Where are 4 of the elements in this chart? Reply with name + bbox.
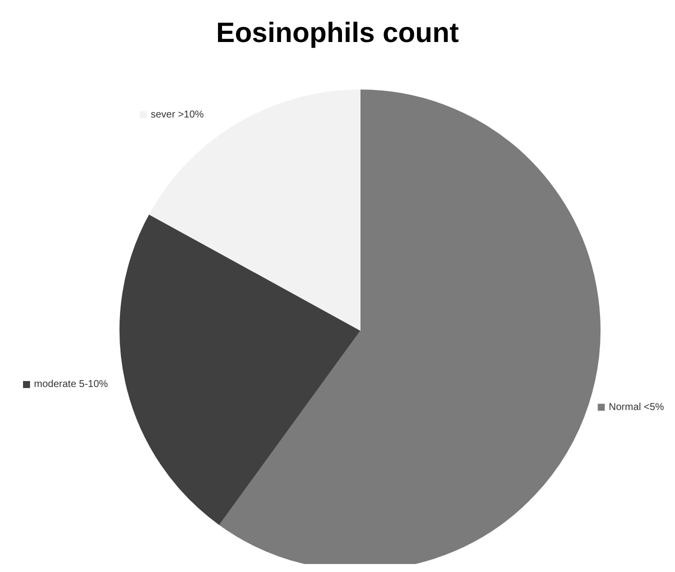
legend-label: sever >10% — [150, 109, 204, 120]
legend-label: Normal <5% — [608, 402, 664, 413]
legend-label: moderate 5-10% — [34, 379, 108, 390]
chart-title: Eosinophils count — [215, 16, 460, 50]
